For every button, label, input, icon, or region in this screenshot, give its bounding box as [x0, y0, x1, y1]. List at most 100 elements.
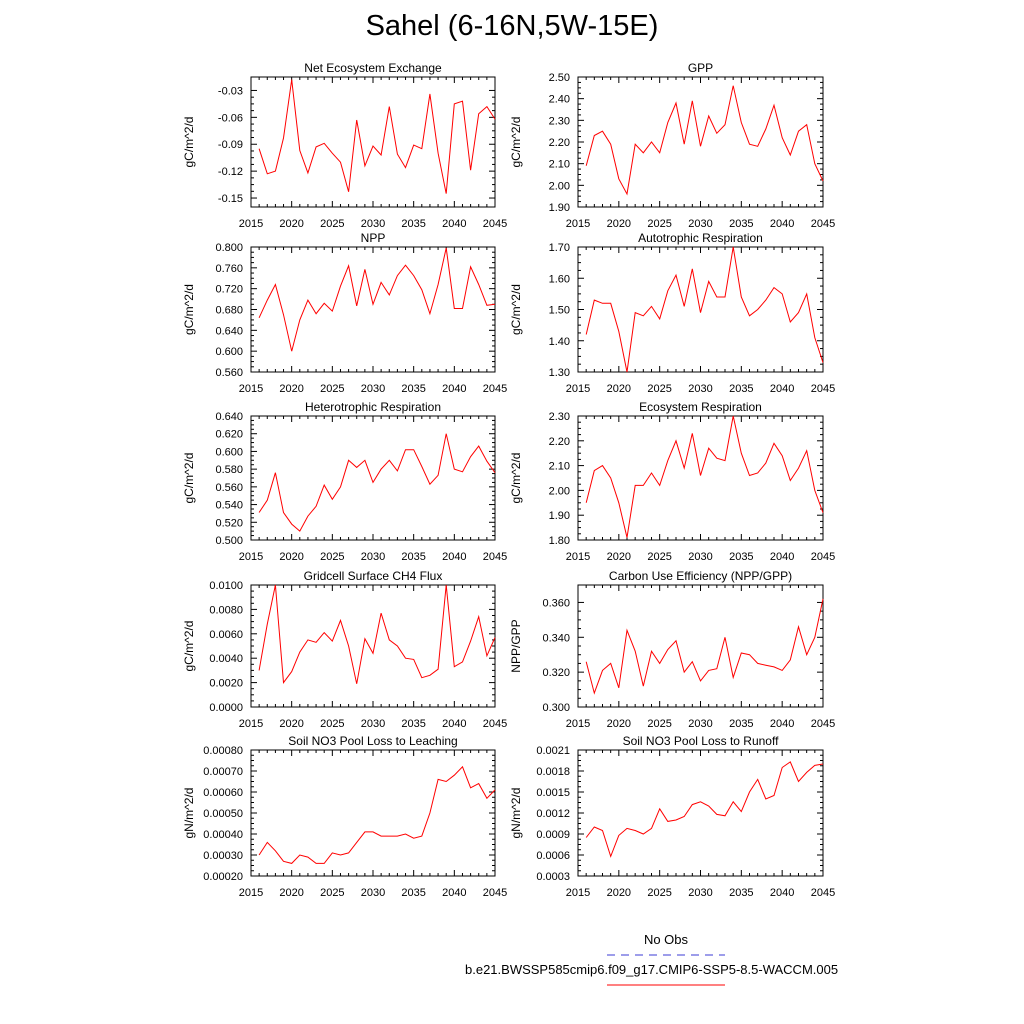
panel-1-xtick-label-3: 2030	[361, 218, 385, 230]
panel-2-ytick-label-6: 2.50	[549, 72, 570, 84]
panel-10-ytick-label-0: 0.0003	[536, 871, 570, 883]
panel-8-xtick-label-2: 2025	[647, 718, 671, 730]
panel-8-ytick-label-3: 0.360	[542, 597, 570, 609]
panel-6-xtick-label-6: 2045	[811, 551, 835, 563]
panel-6-ytick-label-0: 1.80	[549, 535, 570, 547]
panel-1-title: Net Ecosystem Exchange	[304, 61, 442, 75]
panel-10-xtick-label-6: 2045	[811, 887, 835, 899]
panel-8-xtick-label-0: 2015	[566, 718, 590, 730]
panel-6-xtick-label-0: 2015	[566, 551, 590, 563]
panel-1-ytick-label-3: -0.06	[218, 112, 243, 124]
legend-obs-label: No Obs	[643, 932, 689, 947]
panel-1-ytick-label-2: -0.09	[218, 139, 243, 151]
panel-5-ylabel: gC/m^2/d	[182, 453, 196, 504]
panel-9-ytick-label-6: 0.00080	[203, 745, 243, 757]
panel-10-xtick-label-3: 2030	[688, 887, 712, 899]
panel-10-title: Soil NO3 Pool Loss to Runoff	[623, 734, 780, 748]
panel-5-ytick-label-2: 0.540	[215, 500, 243, 512]
panel-1-xtick-label-1: 2020	[279, 218, 303, 230]
panel-3-ytick-label-6: 0.800	[215, 242, 243, 254]
panel-3-ytick-label-2: 0.640	[215, 325, 243, 337]
panel-10-ytick-label-3: 0.0012	[536, 808, 570, 820]
panel-6-xtick-label-3: 2030	[688, 551, 712, 563]
panel-9-ytick-label-5: 0.00070	[203, 766, 243, 778]
panel-1-xtick-label-4: 2035	[401, 218, 425, 230]
panel-7-title: Gridcell Surface CH4 Flux	[304, 569, 443, 583]
panel-8-series-line-0	[585, 598, 824, 695]
panel-6-ylabel: gC/m^2/d	[509, 453, 523, 504]
panel-7-xtick-label-2: 2025	[320, 718, 344, 730]
panel-3-ylabel: gC/m^2/d	[182, 284, 196, 335]
panel-4-xtick-label-0: 2015	[566, 383, 590, 395]
panel-1-ylabel: gC/m^2/d	[182, 117, 196, 168]
panel-5-xtick-label-0: 2015	[239, 551, 263, 563]
panel-9-xtick-label-4: 2035	[401, 887, 425, 899]
panel-8-ylabel: NPP/GPP	[509, 619, 523, 672]
panel-4-xtick-label-1: 2020	[607, 383, 631, 395]
panel-10-ytick-label-4: 0.0015	[536, 787, 570, 799]
panel-9-xtick-label-3: 2030	[361, 887, 385, 899]
panel-6-ytick-label-1: 1.90	[549, 510, 570, 522]
panel-2-xtick-label-0: 2015	[566, 218, 590, 230]
panel-5-xtick-label-2: 2025	[320, 551, 344, 563]
panel-8-ytick-label-0: 0.300	[542, 702, 570, 714]
panel-2-xtick-label-6: 2045	[811, 218, 835, 230]
panel-10-xtick-label-1: 2020	[607, 887, 631, 899]
figure-title: Sahel (6-16N,5W-15E)	[365, 10, 659, 42]
panel-1-series-line-0	[258, 79, 496, 194]
panel-3-ytick-label-3: 0.680	[215, 305, 243, 317]
panel-2-ytick-label-4: 2.30	[549, 115, 570, 127]
panel-10-ytick-label-1: 0.0006	[536, 850, 570, 862]
panel-3-ytick-label-5: 0.760	[215, 263, 243, 275]
panel-6-xtick-label-4: 2035	[729, 551, 753, 563]
panel-4-title: Autotrophic Respiration	[638, 231, 763, 245]
panel-10-xtick-label-2: 2025	[647, 887, 671, 899]
panel-6-ytick-label-3: 2.10	[549, 461, 570, 473]
panel-2-ytick-label-2: 2.10	[549, 159, 570, 171]
panel-1-ytick-label-1: -0.12	[218, 166, 243, 178]
panel-2-ytick-label-1: 2.00	[549, 180, 570, 192]
panel-10-series-line-0	[585, 761, 824, 858]
panel-8-title: Carbon Use Efficiency (NPP/GPP)	[609, 569, 792, 583]
panel-6-xtick-label-5: 2040	[770, 551, 794, 563]
panel-1-xtick-label-2: 2025	[320, 218, 344, 230]
panel-7-ytick-label-1: 0.0020	[209, 678, 243, 690]
panel-5-title: Heterotrophic Respiration	[305, 400, 441, 414]
panel-4-ytick-label-0: 1.30	[549, 367, 570, 379]
panel-10-xtick-label-4: 2035	[729, 887, 753, 899]
panel-1-frame	[250, 76, 496, 208]
panel-3-xtick-label-1: 2020	[279, 383, 303, 395]
panel-4-xtick-label-3: 2030	[688, 383, 712, 395]
panel-8-ytick-label-2: 0.340	[542, 632, 570, 644]
panel-9-xtick-label-2: 2025	[320, 887, 344, 899]
panel-9-xtick-label-0: 2015	[239, 887, 263, 899]
panel-3-xtick-label-0: 2015	[239, 383, 263, 395]
panel-2-xtick-label-5: 2040	[770, 218, 794, 230]
panel-7-xtick-label-5: 2040	[442, 718, 466, 730]
panel-8-xtick-label-5: 2040	[770, 718, 794, 730]
panel-9-ytick-label-4: 0.00060	[203, 787, 243, 799]
panel-4-ytick-label-2: 1.50	[549, 305, 570, 317]
panel-8-xtick-label-3: 2030	[688, 718, 712, 730]
panel-2-ylabel: gC/m^2/d	[509, 117, 523, 168]
panel-2-xtick-label-2: 2025	[647, 218, 671, 230]
panel-9-xtick-label-1: 2020	[279, 887, 303, 899]
panel-4-xtick-label-6: 2045	[811, 383, 835, 395]
panel-6-ytick-label-5: 2.30	[549, 411, 570, 423]
panel-5-xtick-label-1: 2020	[279, 551, 303, 563]
panel-7-ytick-label-0: 0.0000	[209, 702, 243, 714]
panel-8-xtick-label-1: 2020	[607, 718, 631, 730]
panel-8-frame	[577, 584, 824, 708]
panel-10-frame	[577, 749, 824, 877]
panel-10-ytick-label-2: 0.0009	[536, 829, 570, 841]
panel-7-ytick-label-2: 0.0040	[209, 653, 243, 665]
panel-3-frame	[250, 246, 496, 373]
panel-9-series-line-0	[258, 765, 496, 864]
panel-9-ylabel: gN/m^2/d	[182, 788, 196, 839]
panel-9-title: Soil NO3 Pool Loss to Leaching	[288, 734, 457, 748]
panel-5-ytick-label-4: 0.580	[215, 464, 243, 476]
panel-3-xtick-label-3: 2030	[361, 383, 385, 395]
panel-7-frame	[250, 584, 496, 708]
panel-3-xtick-label-2: 2025	[320, 383, 344, 395]
